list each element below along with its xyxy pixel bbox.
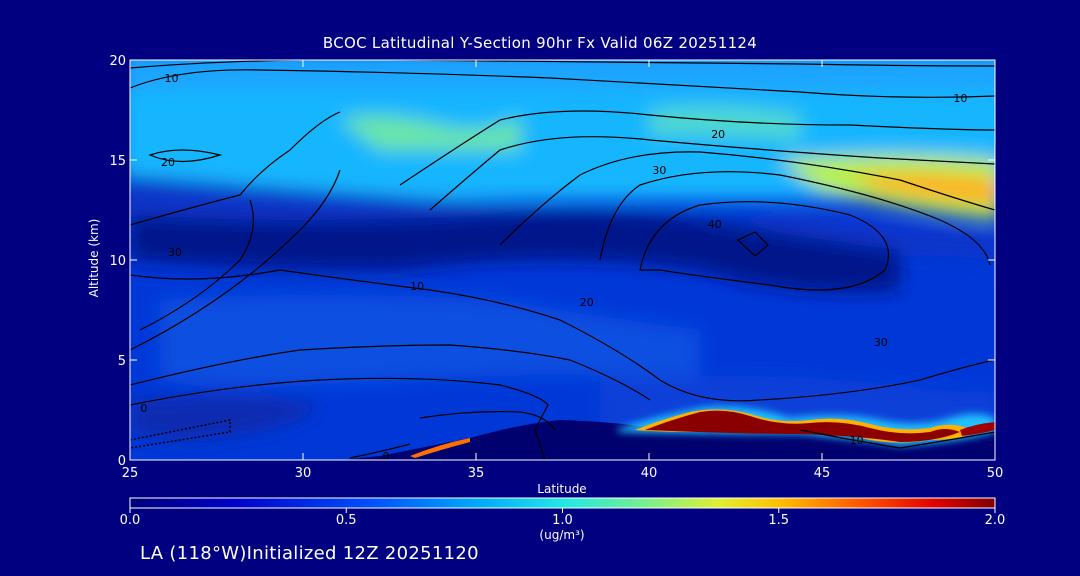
contour-label: 30 <box>168 246 182 259</box>
colorbar-units: (ug/m³) <box>539 528 585 542</box>
contour-label: 10 <box>410 280 424 293</box>
y-tick-label: 15 <box>109 154 126 169</box>
colorbar-ticks: 0.0 0.5 1.0 1.5 2.0 <box>120 508 1006 528</box>
chart-title: BCOC Latitudinal Y-Section 90hr Fx Valid… <box>322 34 758 52</box>
contour-label: 20 <box>161 156 175 169</box>
contour-lines <box>130 60 995 460</box>
contour-label: 30 <box>874 336 888 349</box>
colorbar <box>129 497 996 509</box>
contour-label-group: 10 10 20 20 30 40 30 10 20 30 0 0 10 <box>140 72 967 463</box>
colorbar-tick-label: 1.0 <box>552 513 573 528</box>
x-axis-label: Latitude <box>537 482 587 496</box>
x-tick-label: 45 <box>814 466 831 481</box>
y-tick-label: 5 <box>118 354 126 369</box>
x-tick-label: 30 <box>295 466 312 481</box>
y-tick-label: 20 <box>109 54 126 69</box>
y-tick-label: 0 <box>118 454 126 469</box>
colorbar-tick-label: 2.0 <box>985 513 1006 528</box>
colorbar-tick-label: 0.5 <box>336 513 357 528</box>
colorbar-tick-label: 0.0 <box>120 513 141 528</box>
contour-label: 10 <box>165 72 179 85</box>
contour-label: 0 <box>140 402 147 415</box>
y-tick-label: 10 <box>109 254 126 269</box>
x-tick-label: 25 <box>122 466 139 481</box>
colorbar-tick-label: 1.5 <box>768 513 789 528</box>
contour-label: 10 <box>953 92 967 105</box>
contour-label: 10 <box>850 434 864 447</box>
x-tick-label: 50 <box>987 466 1004 481</box>
contour-label: 20 <box>580 296 594 309</box>
axis-ticks: 25 30 35 40 45 50 0 5 10 15 20 <box>109 54 1003 481</box>
x-tick-label: 40 <box>641 466 658 481</box>
contour-label: 30 <box>652 164 666 177</box>
heatmap-field <box>130 60 995 460</box>
contour-label: 0 <box>383 450 390 463</box>
x-tick-label: 35 <box>468 466 485 481</box>
contour-label: 20 <box>711 128 725 141</box>
footer-initialized-text: LA (118°W)Initialized 12Z 20251120 <box>140 543 479 564</box>
contour-label: 40 <box>708 218 722 231</box>
